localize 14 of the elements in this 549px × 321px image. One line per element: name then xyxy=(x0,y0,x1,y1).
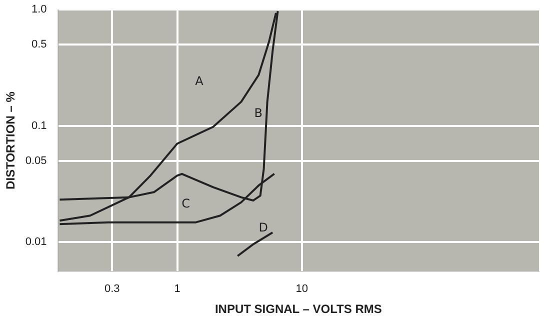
series-label: C xyxy=(182,196,190,210)
x-axis-title: INPUT SIGNAL – VOLTS RMS xyxy=(214,302,382,316)
y-tick-label: 0.1 xyxy=(32,120,47,132)
y-tick-label: 1.0 xyxy=(32,4,47,16)
y-axis-title: DISTORTION – % xyxy=(4,91,18,190)
x-tick-label: 0.3 xyxy=(104,283,120,296)
series-label: D xyxy=(258,220,268,234)
series-label: B xyxy=(254,106,262,120)
x-tick-label: 1 xyxy=(174,283,180,296)
y-tick-label: 0.01 xyxy=(25,236,47,248)
y-tick-label: 0.5 xyxy=(32,38,47,51)
x-tick-label: 10 xyxy=(296,283,308,296)
y-tick-label: 0.05 xyxy=(25,154,47,167)
text: A xyxy=(195,74,204,88)
